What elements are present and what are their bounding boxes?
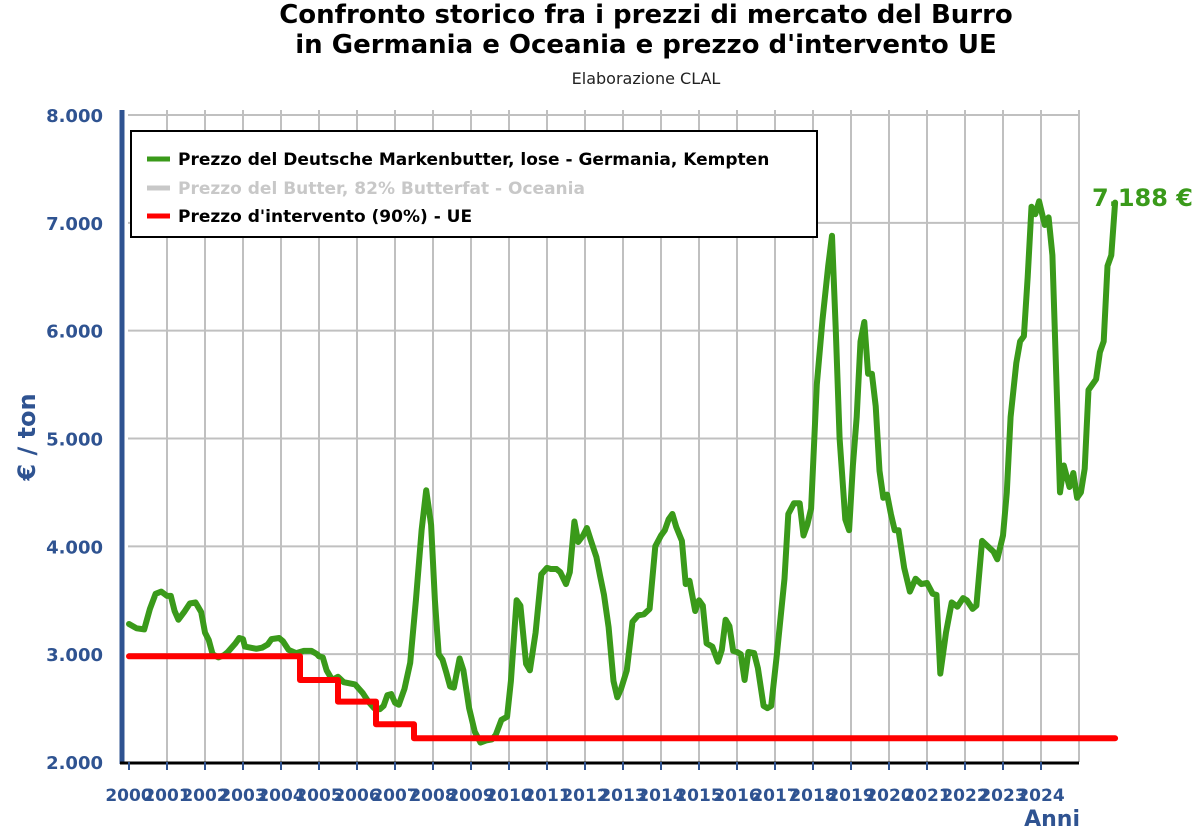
latest-value-label: 7.188 € [1092,184,1193,212]
chart-title-line-2: in Germania e Oceania e prezzo d'interve… [295,30,997,60]
x-tick-label: 2002 [181,786,228,806]
x-tick-label: 2019 [827,786,874,806]
x-axis-title: Anni [1024,807,1080,832]
series-line-2 [126,653,1119,742]
x-tick-label: 2004 [257,786,304,806]
x-tick-label: 2005 [295,786,342,806]
x-tick-label: 2010 [485,786,532,806]
legend-label-oceania: Prezzo del Butter, 82% Butterfat - Ocean… [178,179,585,199]
x-tick-label: 2012 [561,786,608,806]
x-tick-label: 2011 [523,786,570,806]
x-tick-label: 2017 [751,786,798,806]
x-tick-label: 2020 [865,786,912,806]
x-tick-label: 2021 [903,786,950,806]
y-tick-label: 3.000 [46,645,103,666]
x-tick-label: 2018 [789,786,836,806]
series-line-0 [126,198,1119,746]
y-axis-title: € / ton [13,393,41,481]
axes [119,110,1079,770]
x-tick-label: 2023 [979,786,1026,806]
x-tick-label: 2000 [105,786,152,806]
x-tick-label: 2007 [371,786,418,806]
tick-labels: 2.0003.0004.0005.0006.0007.0008.00020002… [46,106,1065,806]
legend-label-intervention: Prezzo d'intervento (90%) - UE [178,207,472,227]
y-tick-label: 5.000 [46,430,103,451]
x-tick-label: 2003 [219,786,266,806]
x-tick-label: 2009 [447,786,494,806]
x-tick-label: 2008 [409,786,456,806]
y-tick-label: 8.000 [46,106,103,127]
x-tick-label: 2015 [675,786,722,806]
x-tick-label: 2024 [1017,786,1064,806]
chart-subtitle: Elaborazione CLAL [571,69,721,88]
x-tick-label: 2022 [941,786,988,806]
y-tick-label: 6.000 [46,322,103,343]
legend-box [130,130,818,238]
legend-label-germany: Prezzo del Deutsche Markenbutter, lose -… [178,150,769,170]
y-tick-label: 7.000 [46,214,103,235]
y-tick-label: 2.000 [46,753,103,774]
y-tick-label: 4.000 [46,537,103,558]
series-lines [126,198,1119,746]
x-tick-label: 2016 [713,786,760,806]
x-tick-label: 2013 [599,786,646,806]
chart-title-line-1: Confronto storico fra i prezzi di mercat… [279,0,1013,30]
x-tick-label: 2006 [333,786,380,806]
x-tick-label: 2014 [637,786,684,806]
x-tick-label: 2001 [143,786,190,806]
chart-legend: Prezzo del Deutsche Markenbutter, lose -… [130,130,818,238]
